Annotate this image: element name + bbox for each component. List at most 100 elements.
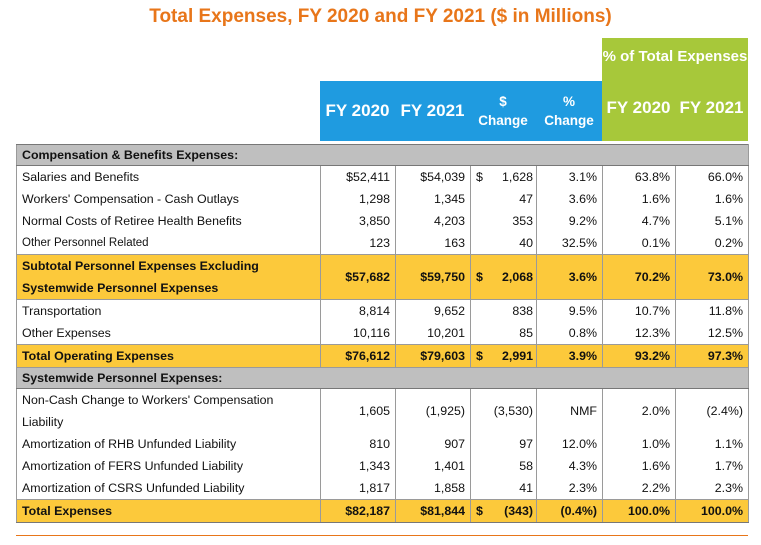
pct-total-fy2020-value: 12.3% — [602, 322, 676, 345]
section-header-row: Compensation & Benefits Expenses: — [16, 144, 749, 166]
currency-symbol: $ — [476, 170, 483, 184]
fy2021-value: $81,844 — [395, 499, 471, 523]
pct-total-fy2021-value: 5.1% — [675, 210, 749, 232]
fy2020-value: $76,612 — [320, 344, 396, 368]
dollar-change-value: 97 — [470, 433, 537, 455]
dollar-change-header-line1: $ — [499, 94, 507, 109]
table-row: Salaries and Benefits $52,411 $54,039 $1,62… — [16, 165, 749, 188]
row-label: Total Operating Expenses — [16, 344, 321, 368]
row-label: Amortization of FERS Unfunded Liability — [16, 455, 321, 477]
fy2021-value: 1,345 — [395, 188, 471, 210]
fy2021-value: 10,201 — [395, 322, 471, 345]
pct-total-fy2020-value: 70.2% — [602, 254, 676, 300]
subtotal-row: Total Expenses $82,187 $81,844 $ (343) (0.4%)… — [16, 499, 749, 523]
page-title: Total Expenses, FY 2020 and FY 2021 ($ i… — [149, 6, 612, 27]
fy2021-value: 4,203 — [395, 210, 471, 232]
pct-total-fy2020-value: 2.2% — [602, 477, 676, 500]
table-row: Other Personnel Related 123 163 40 32.5% 0.1%… — [16, 232, 749, 255]
section-label: Compensation & Benefits Expenses: — [16, 144, 749, 166]
fy2021-value: 163 — [395, 232, 471, 255]
fy2021-header: FY 2021 — [395, 81, 470, 141]
fy2020-value: 1,343 — [320, 455, 396, 477]
table-row: Workers' Compensation - Cash Outlays 1,29… — [16, 188, 749, 210]
pct-change-header: % Change — [536, 81, 602, 141]
dollar-change-value: 58 — [470, 455, 537, 477]
pct-change-value: 9.5% — [536, 299, 603, 322]
row-label: Other Expenses — [16, 322, 321, 345]
row-label: Total Expenses — [16, 499, 321, 523]
table-row: Transportation 8,814 9,652 838 9.5% 10.7% 11.8… — [16, 299, 749, 322]
dollar-change-header: $ Change — [470, 81, 536, 141]
fy2020-header: FY 2020 — [320, 81, 395, 141]
dollar-change-value: $1,628 — [470, 165, 537, 188]
change-amount: 353 — [512, 214, 533, 228]
change-amount: 2,991 — [501, 349, 533, 363]
change-amount: 40 — [519, 236, 533, 250]
currency-symbol: $ — [476, 349, 483, 363]
pct-change-value: 3.1% — [536, 165, 603, 188]
fy2020-value: 1,605 — [320, 388, 396, 433]
pct-total-fy2020-value: 100.0% — [602, 499, 676, 523]
pct-change-value: 3.9% — [536, 344, 603, 368]
dollar-change-value: $2,068 — [470, 254, 537, 300]
pct-total-fy2021-value: 0.2% — [675, 232, 749, 255]
change-amount: 838 — [512, 304, 533, 318]
change-amount: (343) — [504, 504, 533, 518]
pct-fy2021-header: FY 2021 — [675, 74, 748, 141]
pct-total-fy2020-value: 0.1% — [602, 232, 676, 255]
row-label: Other Personnel Related — [16, 232, 321, 255]
dollar-change-value: 41 — [470, 477, 537, 500]
pct-total-fy2020-value: 10.7% — [602, 299, 676, 322]
change-amount: 97 — [519, 437, 533, 451]
pct-total-fy2020-value: 1.0% — [602, 433, 676, 455]
currency-symbol: $ — [476, 504, 483, 518]
pct-total-fy2021-value: (2.4%) — [675, 388, 749, 433]
pct-total-fy2020-value: 1.6% — [602, 455, 676, 477]
pct-change-value: (0.4%) — [536, 499, 603, 523]
pct-change-value: 9.2% — [536, 210, 603, 232]
row-label: Amortization of RHB Unfunded Liability — [16, 433, 321, 455]
pct-total-fy2021-value: 2.3% — [675, 477, 749, 500]
bottom-rule — [16, 535, 748, 536]
fy2020-value: 1,817 — [320, 477, 396, 500]
pct-change-value: 12.0% — [536, 433, 603, 455]
pct-total-fy2020-value: 4.7% — [602, 210, 676, 232]
dollar-change-value: (3,530) — [470, 388, 537, 433]
fy2020-value: 8,814 — [320, 299, 396, 322]
change-amount: 1,628 — [501, 170, 533, 184]
dollar-change-value: 838 — [470, 299, 537, 322]
subtotal-row: Subtotal Personnel Expenses Excluding Sy… — [16, 254, 749, 300]
expenses-table: Compensation & Benefits Expenses: Salarie… — [16, 144, 749, 523]
fy2020-value: 10,116 — [320, 322, 396, 345]
fy2021-value: 1,401 — [395, 455, 471, 477]
fy2021-value: 1,858 — [395, 477, 471, 500]
change-amount: 47 — [519, 192, 533, 206]
row-label: Normal Costs of Retiree Health Benefits — [16, 210, 321, 232]
pct-total-fy2020-value: 2.0% — [602, 388, 676, 433]
row-label: Amortization of CSRS Unfunded Liability — [16, 477, 321, 500]
pct-total-fy2021-value: 1.6% — [675, 188, 749, 210]
pct-change-value: 32.5% — [536, 232, 603, 255]
pct-total-group-header: % of Total Expenses — [602, 38, 748, 74]
change-amount: 41 — [519, 481, 533, 495]
table-row: Normal Costs of Retiree Health Benefits 3… — [16, 210, 749, 232]
row-label: Salaries and Benefits — [16, 165, 321, 188]
dollar-change-value: $ (343) — [470, 499, 537, 523]
dollar-change-value: 47 — [470, 188, 537, 210]
pct-total-fy2021-value: 66.0% — [675, 165, 749, 188]
table-row: Amortization of CSRS Unfunded Liability 1… — [16, 477, 749, 500]
dollar-change-value: $2,991 — [470, 344, 537, 368]
pct-total-fy2021-value: 100.0% — [675, 499, 749, 523]
fy2020-value: $82,187 — [320, 499, 396, 523]
pct-change-value: 4.3% — [536, 455, 603, 477]
pct-fy2020-header: FY 2020 — [602, 74, 675, 141]
pct-change-value: 3.6% — [536, 254, 603, 300]
fy2021-value: $59,750 — [395, 254, 471, 300]
pct-change-value: 3.6% — [536, 188, 603, 210]
dollar-change-header-line2: Change — [478, 113, 528, 128]
pct-total-fy2021-value: 97.3% — [675, 344, 749, 368]
pct-total-fy2021-value: 12.5% — [675, 322, 749, 345]
table-row: Other Expenses 10,116 10,201 85 0.8% 12.3% 12.… — [16, 322, 749, 345]
fy2021-value: 9,652 — [395, 299, 471, 322]
fy2020-value: $57,682 — [320, 254, 396, 300]
